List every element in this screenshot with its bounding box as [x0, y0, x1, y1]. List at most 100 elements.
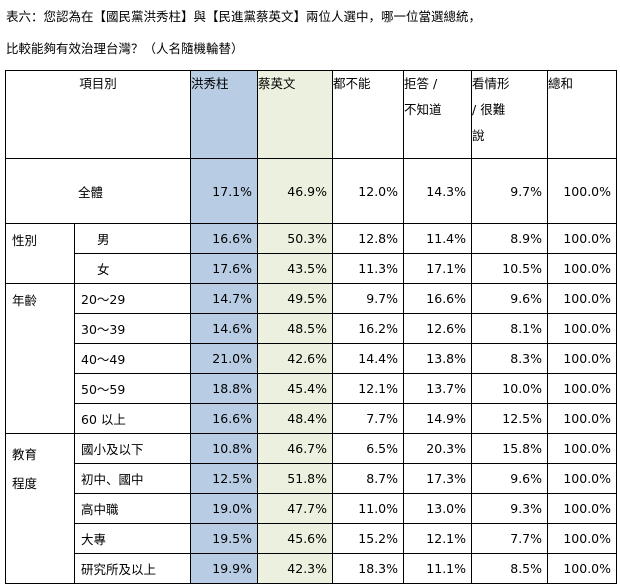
cell-hung: 21.0% — [190, 343, 259, 374]
cell-total: 100.0% — [547, 343, 618, 374]
table-row: 30～39 14.6% 48.5% 16.2% 12.6% 8.1% 100.0… — [6, 313, 618, 344]
cell-hung: 18.8% — [190, 373, 259, 404]
header-depends: 看情形 / 很難 說 — [471, 70, 549, 159]
cell-total: 100.0% — [547, 313, 618, 344]
cell-refuse: 13.0% — [403, 493, 473, 524]
survey-table: 項目別 洪秀柱 蔡英文 都不能 拒答 / 不知道 看情形 / 很難 說 總和 全… — [4, 70, 618, 584]
cell-total: 100.0% — [547, 493, 618, 524]
cell-hung: 19.5% — [190, 523, 259, 554]
cell-hung: 14.7% — [190, 283, 259, 314]
cell-neither: 11.0% — [332, 493, 405, 524]
cell-hung: 19.9% — [190, 553, 259, 584]
row-label: 60 以上 — [73, 403, 192, 434]
row-label: 女 — [73, 253, 192, 284]
cell-refuse: 11.1% — [403, 553, 473, 584]
table-row: 50～59 18.8% 45.4% 12.1% 13.7% 10.0% 100.… — [6, 373, 618, 404]
cell-neither: 7.7% — [332, 403, 405, 434]
header-refuse: 拒答 / 不知道 — [403, 70, 473, 159]
cell-neither: 8.7% — [332, 463, 405, 494]
cell-refuse: 13.7% — [403, 373, 473, 404]
cell-hung: 16.6% — [190, 223, 259, 254]
cell-refuse: 13.8% — [403, 343, 473, 374]
group-label-age: 年齡 — [5, 283, 75, 434]
cell-depends: 15.8% — [471, 433, 549, 464]
row-label: 男 — [73, 223, 192, 254]
cell-tsai: 42.3% — [257, 553, 334, 584]
header-item-label: 項目別 — [79, 76, 117, 91]
cell-refuse: 12.6% — [403, 313, 473, 344]
header-depends-line2: / 很難 — [472, 102, 506, 117]
cell-total: 100.0% — [547, 433, 618, 464]
cell-depends: 12.5% — [471, 403, 549, 434]
cell-tsai: 47.7% — [257, 493, 334, 524]
cell-neither: 12.8% — [332, 223, 405, 254]
cell-depends: 10.0% — [471, 373, 549, 404]
group-label-gender: 性別 — [5, 223, 75, 284]
cell-refuse: 14.3% — [403, 158, 473, 224]
cell-hung: 17.1% — [190, 158, 259, 224]
cell-tsai: 51.8% — [257, 463, 334, 494]
cell-tsai: 45.4% — [257, 373, 334, 404]
row-label: 大專 — [73, 523, 192, 554]
row-label: 研究所及以上 — [73, 553, 192, 584]
table-row: 40～49 21.0% 42.6% 14.4% 13.8% 8.3% 100.0… — [6, 343, 618, 374]
header-neither-label: 都不能 — [333, 76, 371, 91]
cell-total: 100.0% — [547, 158, 618, 224]
cell-tsai: 48.4% — [257, 403, 334, 434]
cell-refuse: 12.1% — [403, 523, 473, 554]
row-label: 20～29 — [73, 283, 192, 314]
header-depends-line3: 說 — [472, 128, 485, 143]
cell-tsai: 46.9% — [257, 158, 334, 224]
group-label-education-line1: 教育 — [12, 447, 38, 462]
cell-hung: 10.8% — [190, 433, 259, 464]
cell-tsai: 49.5% — [257, 283, 334, 314]
cell-neither: 15.2% — [332, 523, 405, 554]
row-label: 初中、國中 — [73, 463, 192, 494]
cell-depends: 8.9% — [471, 223, 549, 254]
header-depends-line1: 看情形 — [472, 76, 510, 91]
header-total-label: 總和 — [548, 76, 574, 91]
header-total: 總和 — [547, 70, 618, 159]
table-row: 女 17.6% 43.5% 11.3% 17.1% 10.5% 100.0% — [6, 253, 618, 284]
cell-tsai: 46.7% — [257, 433, 334, 464]
cell-neither: 6.5% — [332, 433, 405, 464]
cell-hung: 17.6% — [190, 253, 259, 284]
cell-depends: 9.3% — [471, 493, 549, 524]
cell-refuse: 20.3% — [403, 433, 473, 464]
cell-depends: 9.6% — [471, 283, 549, 314]
cell-hung: 16.6% — [190, 403, 259, 434]
cell-hung: 19.0% — [190, 493, 259, 524]
cell-depends: 8.3% — [471, 343, 549, 374]
header-tsai: 蔡英文 — [257, 70, 334, 159]
table-row: 研究所及以上 19.9% 42.3% 18.3% 11.1% 8.5% 100.… — [6, 553, 618, 584]
table-row: 60 以上 16.6% 48.4% 7.7% 14.9% 12.5% 100.0… — [6, 403, 618, 434]
cell-total: 100.0% — [547, 523, 618, 554]
cell-neither: 14.4% — [332, 343, 405, 374]
cell-total: 100.0% — [547, 463, 618, 494]
cell-refuse: 11.4% — [403, 223, 473, 254]
row-label: 30～39 — [73, 313, 192, 344]
cell-tsai: 48.5% — [257, 313, 334, 344]
table-caption-line2: 比較能夠有效治理台灣？（人名隨機輪替） — [6, 41, 244, 56]
header-neither: 都不能 — [332, 70, 405, 159]
cell-tsai: 42.6% — [257, 343, 334, 374]
cell-depends: 10.5% — [471, 253, 549, 284]
cell-tsai: 43.5% — [257, 253, 334, 284]
row-label-overall: 全體 — [4, 158, 192, 224]
cell-tsai: 45.6% — [257, 523, 334, 554]
cell-total: 100.0% — [547, 373, 618, 404]
table-row: 高中職 19.0% 47.7% 11.0% 13.0% 9.3% 100.0% — [6, 493, 618, 524]
cell-refuse: 16.6% — [403, 283, 473, 314]
cell-total: 100.0% — [547, 253, 618, 284]
cell-neither: 12.0% — [332, 158, 405, 224]
cell-neither: 16.2% — [332, 313, 405, 344]
table-row: 性別 男 16.6% 50.3% 12.8% 11.4% 8.9% 100.0% — [5, 223, 618, 284]
row-label: 50～59 — [73, 373, 192, 404]
header-row: 項目別 洪秀柱 蔡英文 都不能 拒答 / 不知道 看情形 / 很難 說 總和 — [4, 70, 618, 159]
cell-neither: 9.7% — [332, 283, 405, 314]
cell-tsai: 50.3% — [257, 223, 334, 254]
header-item: 項目別 — [4, 70, 192, 159]
table-row-overall: 全體 17.1% 46.9% 12.0% 14.3% 9.7% 100.0% — [4, 158, 618, 224]
row-label: 高中職 — [73, 493, 192, 524]
cell-total: 100.0% — [547, 223, 618, 254]
